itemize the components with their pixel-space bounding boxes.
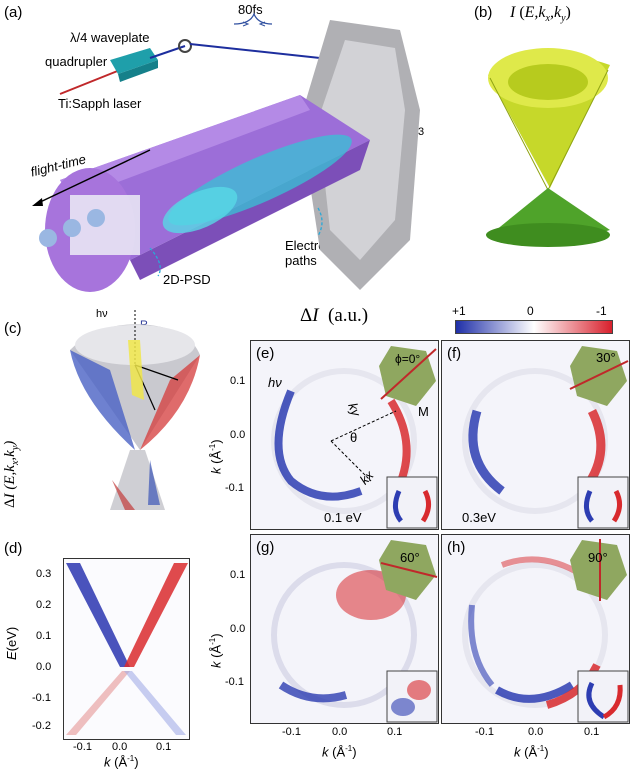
d-ytick-2: 0.2: [36, 599, 52, 611]
h-xtick-3: 0.1: [584, 726, 600, 738]
psd-label: 2D-PSD: [163, 272, 211, 287]
panel-e-label: (e): [256, 345, 275, 362]
pulse-label: 80fs: [238, 2, 263, 17]
h-angle-label: 90°: [588, 550, 608, 565]
panel-a-label: (a): [4, 4, 23, 21]
band-structure-3d: [486, 48, 610, 247]
g-ytick-1: 0.1: [230, 569, 246, 581]
e-hv-label: hν: [268, 375, 282, 390]
d-ytick-1: 0.3: [36, 568, 52, 580]
f-angle-label: 30°: [596, 350, 616, 365]
panel-b-title: I (E,kx,ky): [510, 4, 571, 25]
colorbar: [455, 320, 613, 334]
e-theta-label: θ: [350, 430, 358, 445]
d-xtick-2: 0.0: [112, 741, 128, 753]
panel-c-label: (c): [4, 320, 22, 337]
panel-d-label: (d): [4, 540, 23, 557]
d-ytick-4: 0.0: [36, 661, 52, 673]
dichroism-cone-3d: [70, 310, 200, 510]
panel-g-label: (g): [256, 539, 275, 556]
g-xtick-3: 0.1: [387, 726, 403, 738]
g-angle-label: 60°: [400, 550, 420, 565]
d-ytick-3: 0.1: [36, 630, 52, 642]
g-ylabel: k (Å-1): [208, 633, 224, 668]
panel-h-map: [441, 534, 630, 724]
panel-c-title: ΔI (E,kx,ky): [2, 440, 21, 508]
panel-f-map: [441, 340, 630, 530]
d-xtick-3: 0.1: [156, 741, 172, 753]
h-xlabel: k (Å-1): [514, 744, 549, 760]
g-xlabel: k (Å-1): [322, 744, 357, 760]
e-ytick-3: -0.1: [225, 482, 244, 494]
d-ytick-5: -0.1: [32, 692, 51, 704]
g-xtick-1: -0.1: [282, 726, 301, 738]
d-xtick-1: -0.1: [73, 741, 92, 753]
panel-h-label: (h): [447, 539, 466, 556]
panel-e-map: [250, 340, 439, 530]
waveplate-label: λ/4 waveplate: [70, 30, 150, 45]
panel-d-plot: [63, 558, 190, 740]
f-energy-label: 0.3eV: [462, 510, 496, 525]
panel-b-label: (b): [474, 4, 493, 21]
g-xtick-2: 0.0: [332, 726, 348, 738]
colorbar-tick-plus: +1: [452, 304, 466, 318]
c-hv-label: hν: [96, 308, 108, 320]
h-xtick-2: 0.0: [528, 726, 544, 738]
e-ytick-1: 0.1: [230, 375, 246, 387]
e-M-label: M: [418, 404, 429, 419]
e-ylabel: k (Å-1): [208, 439, 224, 474]
g-ytick-2: 0.0: [230, 623, 246, 635]
quadrupler-label: quadrupler: [45, 54, 108, 69]
h-xtick-1: -0.1: [475, 726, 494, 738]
e-angle-label: ϕ=0°: [395, 352, 421, 366]
apparatus-diagram: [32, 12, 420, 292]
d-ylabel: E(eV): [4, 626, 19, 660]
colorbar-tick-minus: -1: [596, 304, 607, 318]
colorbar-tick-zero: 0: [527, 304, 534, 318]
colorbar-title: ΔI (a.u.): [300, 305, 369, 326]
laser-label: Ti:Sapph laser: [58, 96, 142, 111]
panel-g-map: [250, 534, 439, 724]
d-xlabel: k (Å-1): [104, 754, 139, 769]
panel-f-label: (f): [447, 345, 462, 362]
e-energy-label: 0.1 eV: [324, 510, 362, 525]
g-ytick-3: -0.1: [225, 676, 244, 688]
d-ytick-6: -0.2: [32, 720, 51, 732]
e-ytick-2: 0.0: [230, 429, 246, 441]
